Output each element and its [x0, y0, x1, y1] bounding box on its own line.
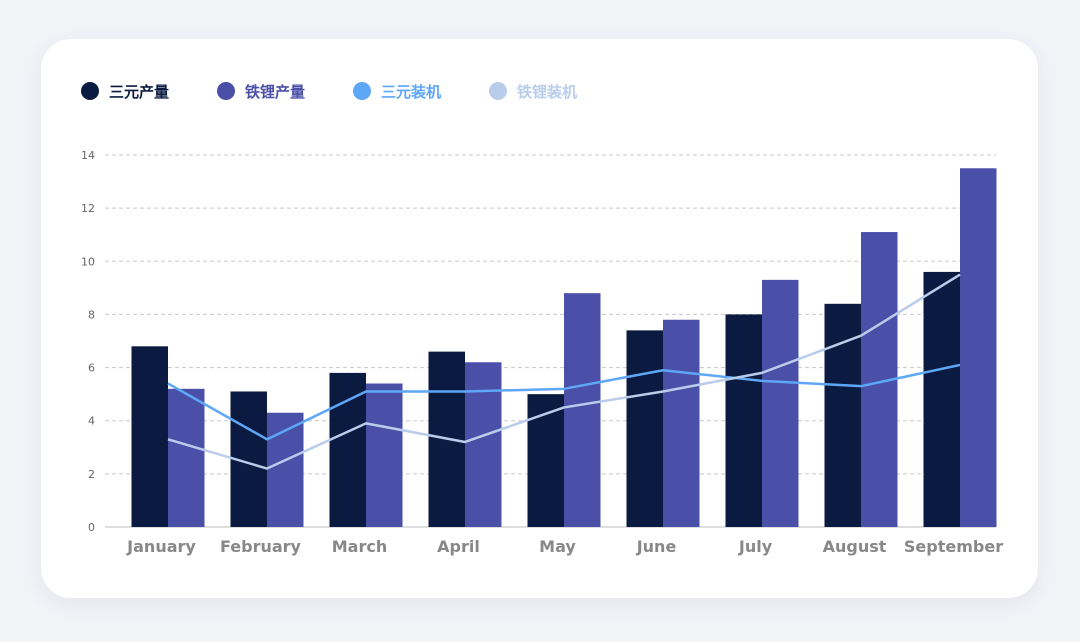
legend-swatch [353, 82, 372, 100]
x-tick-label: April [437, 537, 480, 556]
bar [527, 394, 564, 527]
bar [923, 271, 960, 527]
bar [131, 346, 168, 527]
x-tick-label: June [636, 537, 677, 556]
y-tick-label: 4 [88, 415, 95, 428]
y-tick-label: 12 [81, 202, 95, 215]
legend-item[interactable]: 三元产量 [81, 81, 169, 102]
legend-label: 三元产量 [109, 82, 170, 101]
legend-label: 三元装机 [381, 82, 442, 101]
y-tick-label: 2 [88, 468, 95, 481]
bar [626, 330, 663, 527]
legend-item[interactable]: 铁锂装机 [489, 81, 577, 102]
bar [960, 168, 997, 528]
y-tick-label: 0 [88, 521, 95, 534]
bar [366, 383, 403, 527]
legend-swatch [217, 82, 236, 100]
bar [663, 319, 700, 527]
legend-label: 铁锂装机 [517, 82, 578, 101]
bar [329, 372, 366, 527]
x-tick-label: March [332, 537, 387, 556]
y-tick-label: 6 [88, 362, 95, 375]
y-tick-label: 8 [88, 308, 95, 321]
legend: 三元产量 铁锂产量 三元装机 铁锂装机 [81, 78, 625, 104]
legend-label: 铁锂产量 [245, 82, 306, 101]
bar [564, 293, 601, 527]
bar [824, 303, 861, 527]
x-tick-label: February [220, 537, 302, 556]
x-tick-label: September [904, 537, 1003, 556]
legend-swatch [489, 82, 508, 100]
y-tick-label: 14 [81, 149, 95, 162]
x-tick-label: May [539, 537, 576, 556]
bar [762, 279, 799, 527]
x-tick-label: August [823, 537, 887, 556]
bar [725, 314, 762, 527]
series-line [167, 273, 961, 470]
x-tick-label: January [126, 537, 196, 556]
x-tick-label: July [738, 537, 773, 556]
bar [168, 388, 205, 527]
legend-item[interactable]: 铁锂产量 [217, 81, 305, 102]
series-line [167, 363, 961, 441]
legend-item[interactable]: 三元装机 [353, 81, 441, 102]
bar [465, 362, 502, 527]
legend-swatch [81, 82, 99, 100]
y-tick-label: 10 [81, 255, 95, 268]
